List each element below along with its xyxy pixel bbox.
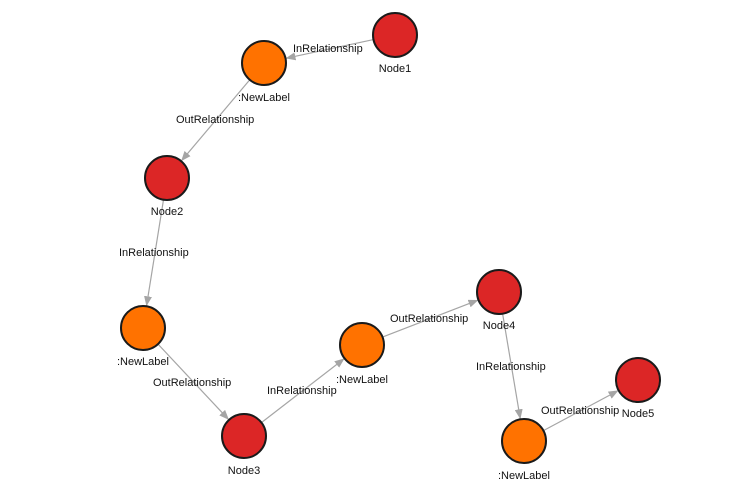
- node-label: Node5: [622, 408, 654, 420]
- edge-arrow-line[interactable]: [382, 299, 479, 338]
- label-node[interactable]: :NewLabel: [238, 40, 290, 104]
- edge-arrow-line[interactable]: [502, 313, 523, 420]
- relationship-edge[interactable]: OutRelationship: [541, 390, 619, 432]
- edge-label: InRelationship: [293, 43, 363, 55]
- edge-arrow-line[interactable]: [261, 358, 345, 424]
- edges-layer: InRelationship OutRelationship InRelations…: [119, 39, 619, 432]
- node-label: Node2: [151, 206, 183, 218]
- graph-node[interactable]: Node5: [615, 357, 661, 420]
- relationship-edge[interactable]: OutRelationship: [176, 79, 254, 162]
- edge-arrow-line[interactable]: [144, 199, 165, 307]
- label-node[interactable]: :NewLabel: [498, 418, 550, 482]
- node-circle-orange[interactable]: [241, 40, 287, 86]
- relationship-edge[interactable]: InRelationship: [476, 313, 546, 420]
- edge-label: OutRelationship: [541, 405, 619, 417]
- edge-arrow-line[interactable]: [181, 79, 251, 162]
- relationship-edge[interactable]: InRelationship: [119, 199, 189, 307]
- relationship-edge[interactable]: OutRelationship: [382, 299, 479, 338]
- graph-node[interactable]: Node3: [221, 413, 267, 477]
- relationship-edge[interactable]: OutRelationship: [153, 343, 231, 420]
- node-label: :NewLabel: [498, 470, 550, 482]
- edge-label: InRelationship: [476, 361, 546, 373]
- node-circle-orange[interactable]: [501, 418, 547, 464]
- node-circle-red[interactable]: [144, 155, 190, 201]
- label-node[interactable]: :NewLabel: [117, 305, 169, 368]
- relationship-edge[interactable]: InRelationship: [285, 39, 374, 61]
- graph-node[interactable]: Node4: [476, 269, 522, 332]
- edge-label: InRelationship: [267, 385, 337, 397]
- node-circle-red[interactable]: [615, 357, 661, 403]
- graph-node[interactable]: Node2: [144, 155, 190, 218]
- edge-label: InRelationship: [119, 247, 189, 259]
- edge-label: OutRelationship: [153, 377, 231, 389]
- node-label: :NewLabel: [336, 374, 388, 386]
- node-circle-red[interactable]: [372, 12, 418, 58]
- edge-arrow-line[interactable]: [543, 390, 619, 432]
- node-circle-orange[interactable]: [339, 322, 385, 368]
- node-label: :NewLabel: [238, 92, 290, 104]
- node-label: Node4: [483, 320, 515, 332]
- node-label: Node1: [379, 63, 411, 75]
- node-circle-red[interactable]: [221, 413, 267, 459]
- label-node[interactable]: :NewLabel: [336, 322, 388, 386]
- node-circle-red[interactable]: [476, 269, 522, 315]
- edge-arrow-line[interactable]: [285, 39, 374, 61]
- node-label: :NewLabel: [117, 356, 169, 368]
- edge-label: OutRelationship: [176, 114, 254, 126]
- edge-arrow-line[interactable]: [157, 343, 229, 420]
- relationship-edge[interactable]: InRelationship: [261, 358, 345, 424]
- graph-node[interactable]: Node1: [372, 12, 418, 75]
- edge-label: OutRelationship: [390, 313, 468, 325]
- node-circle-orange[interactable]: [120, 305, 166, 351]
- nodes-layer: Node1 :NewLabel Node2 :NewLabel Node3 :NewLab…: [117, 12, 661, 482]
- node-label: Node3: [228, 465, 260, 477]
